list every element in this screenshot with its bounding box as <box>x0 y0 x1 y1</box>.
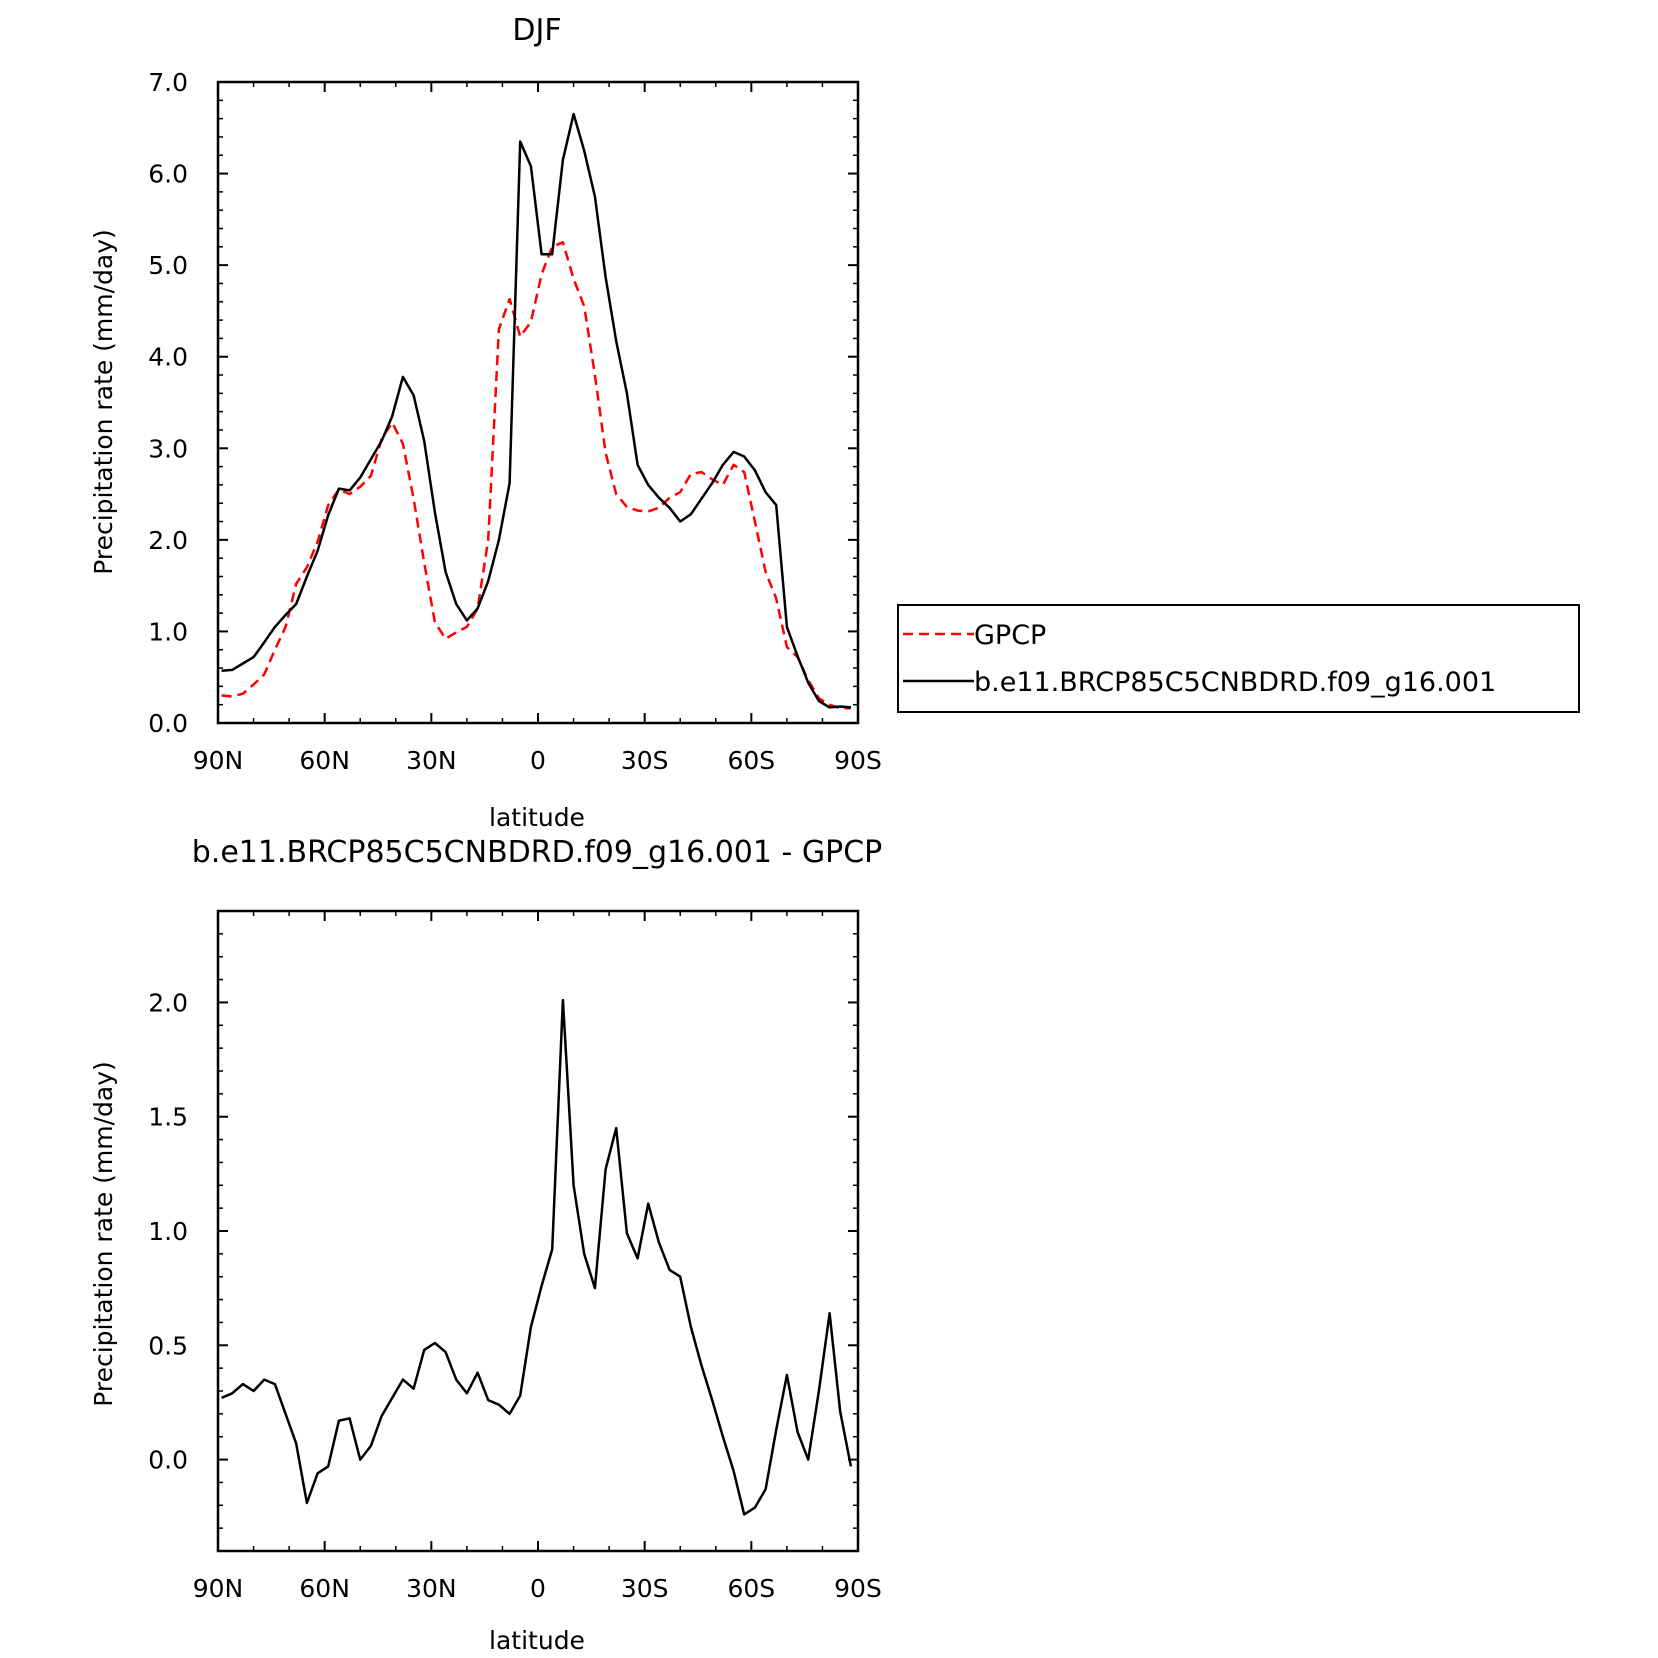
panel-bottom-x-tick-label: 90N <box>193 1574 244 1603</box>
panel-top-x-tick-label: 0 <box>530 746 546 775</box>
panel-bottom-series-line-model <box>221 998 853 1516</box>
panel-bottom-xlabel: latitude <box>489 1626 585 1655</box>
panel-bottom-x-tick-label: 60S <box>727 1574 775 1603</box>
panel-bottom-series <box>221 998 853 1516</box>
panel-bottom-frame <box>216 909 860 1553</box>
panel-bottom-y-tick-label: 1.5 <box>148 1103 188 1132</box>
panel-top-y-tick-label: 1.0 <box>148 617 188 646</box>
panel-top-y-tick-label: 6.0 <box>148 160 188 189</box>
panel-top-x-tick-label: 90S <box>834 746 882 775</box>
panel-top-y-tick-label: 2.0 <box>148 526 188 555</box>
panel-top-y-tick-label: 0.0 <box>148 709 188 738</box>
panel-top-y-tick-label: 7.0 <box>148 68 188 97</box>
panel-top-y-tick-label: 4.0 <box>148 343 188 372</box>
panel-bottom-x-tick-label: 60N <box>299 1574 350 1603</box>
panel-top-x-tick-label: 60S <box>727 746 775 775</box>
panel-bottom-x-tick-label: 0 <box>530 1574 546 1603</box>
panel-top-x-tick-label: 60N <box>299 746 350 775</box>
panel-top-title: DJF <box>512 13 561 48</box>
panel-top-series-line-model <box>221 112 852 709</box>
panel-top-x-tick-label: 30S <box>621 746 669 775</box>
panel-bottom-x-tick-label: 90S <box>834 1574 882 1603</box>
panel-bottom-y-tick-label: 0.5 <box>148 1331 188 1360</box>
panel-top-frame <box>216 80 860 725</box>
panel-bottom-y-tick-label: 1.0 <box>148 1217 188 1246</box>
panel-bottom-x-tick-label: 30S <box>621 1574 669 1603</box>
panel-top-djf: DJF latitude Precipitation rate (mm/day)… <box>89 13 1580 832</box>
panel-top-x-tick-label: 90N <box>193 746 244 775</box>
panel-top-y-tick-label: 5.0 <box>148 251 188 280</box>
legend-box <box>897 604 1580 713</box>
panel-bottom-ylabel: Precipitation rate (mm/day) <box>89 1061 118 1407</box>
legend-label-model: b.e11.BRCP85C5CNBDRD.f09_g16.001 <box>974 667 1496 698</box>
panel-top-x-tick-label: 30N <box>406 746 457 775</box>
legend: GPCP b.e11.BRCP85C5CNBDRD.f09_g16.001 <box>897 604 1580 713</box>
panel-top-y-tick-label: 3.0 <box>148 434 188 463</box>
panel-bottom-y-tick-label: 2.0 <box>148 988 188 1017</box>
panel-bottom-y-tick-label: 0.0 <box>148 1446 188 1475</box>
panel-bottom-ticks: 90N 60N 30N 0 30S 60S 90S 0.0 0.5 1.0 1.5 2.0 <box>148 910 882 1603</box>
panel-bottom-x-tick-label: 30N <box>406 1574 457 1603</box>
panel-bottom-title: b.e11.BRCP85C5CNBDRD.f09_g16.001 - GPCP <box>192 835 883 870</box>
panel-bottom-difference: b.e11.BRCP85C5CNBDRD.f09_g16.001 - GPCP … <box>89 835 882 1655</box>
legend-label-gpcp: GPCP <box>974 620 1046 651</box>
panel-top-series <box>221 112 852 710</box>
panel-top-series-line-gpcp <box>221 241 851 710</box>
panel-top-ylabel: Precipitation rate (mm/day) <box>89 229 118 575</box>
panel-top-xlabel: latitude <box>489 803 585 832</box>
